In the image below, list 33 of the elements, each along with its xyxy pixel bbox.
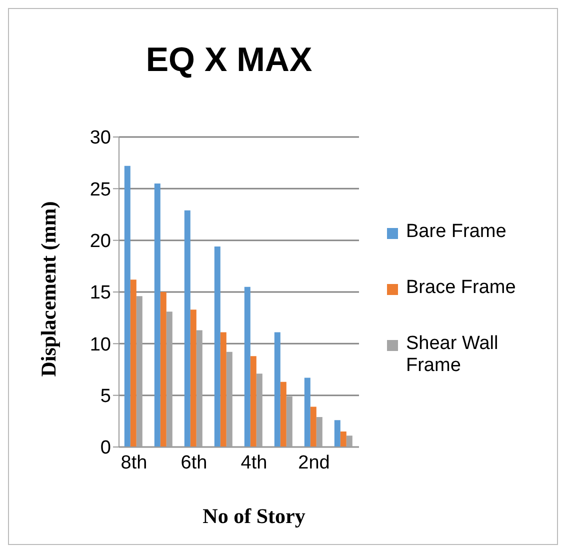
- bar: [190, 310, 196, 447]
- bar: [214, 246, 220, 447]
- bar: [334, 420, 340, 447]
- y-tick-label: 0: [100, 438, 111, 459]
- x-tick-label: 8th: [120, 452, 148, 474]
- x-tick-label: 4th: [240, 452, 268, 474]
- bar: [220, 332, 226, 447]
- y-tick-label: 15: [90, 282, 111, 304]
- bar: [304, 378, 310, 447]
- y-tick-label: 30: [90, 128, 111, 149]
- y-tick-label: 25: [90, 179, 111, 200]
- x-tick-label: 6th: [180, 452, 208, 474]
- x-tick-label: 2nd: [298, 452, 330, 474]
- bar: [280, 382, 286, 447]
- y-tick-label: 5: [100, 386, 111, 408]
- bar: [250, 356, 256, 447]
- chart-title: EQ X MAX: [144, 41, 314, 80]
- legend-label: Bare Frame: [406, 221, 508, 243]
- bar: [130, 280, 136, 447]
- y-tick-label: 10: [90, 334, 111, 356]
- bar: [184, 210, 190, 447]
- y-tick-label: 20: [90, 231, 111, 252]
- bar: [244, 286, 250, 447]
- bar: [124, 166, 130, 447]
- legend-label: Shear Wall Frame: [406, 333, 500, 377]
- legend-label: Brace Frame: [406, 277, 517, 299]
- bar: [274, 332, 280, 447]
- bar: [340, 432, 346, 447]
- x-axis-title: No of Story: [202, 504, 306, 529]
- y-axis-title: Displacement (mm): [36, 201, 62, 377]
- bar: [160, 292, 166, 447]
- bar: [310, 406, 316, 447]
- bar: [154, 184, 160, 447]
